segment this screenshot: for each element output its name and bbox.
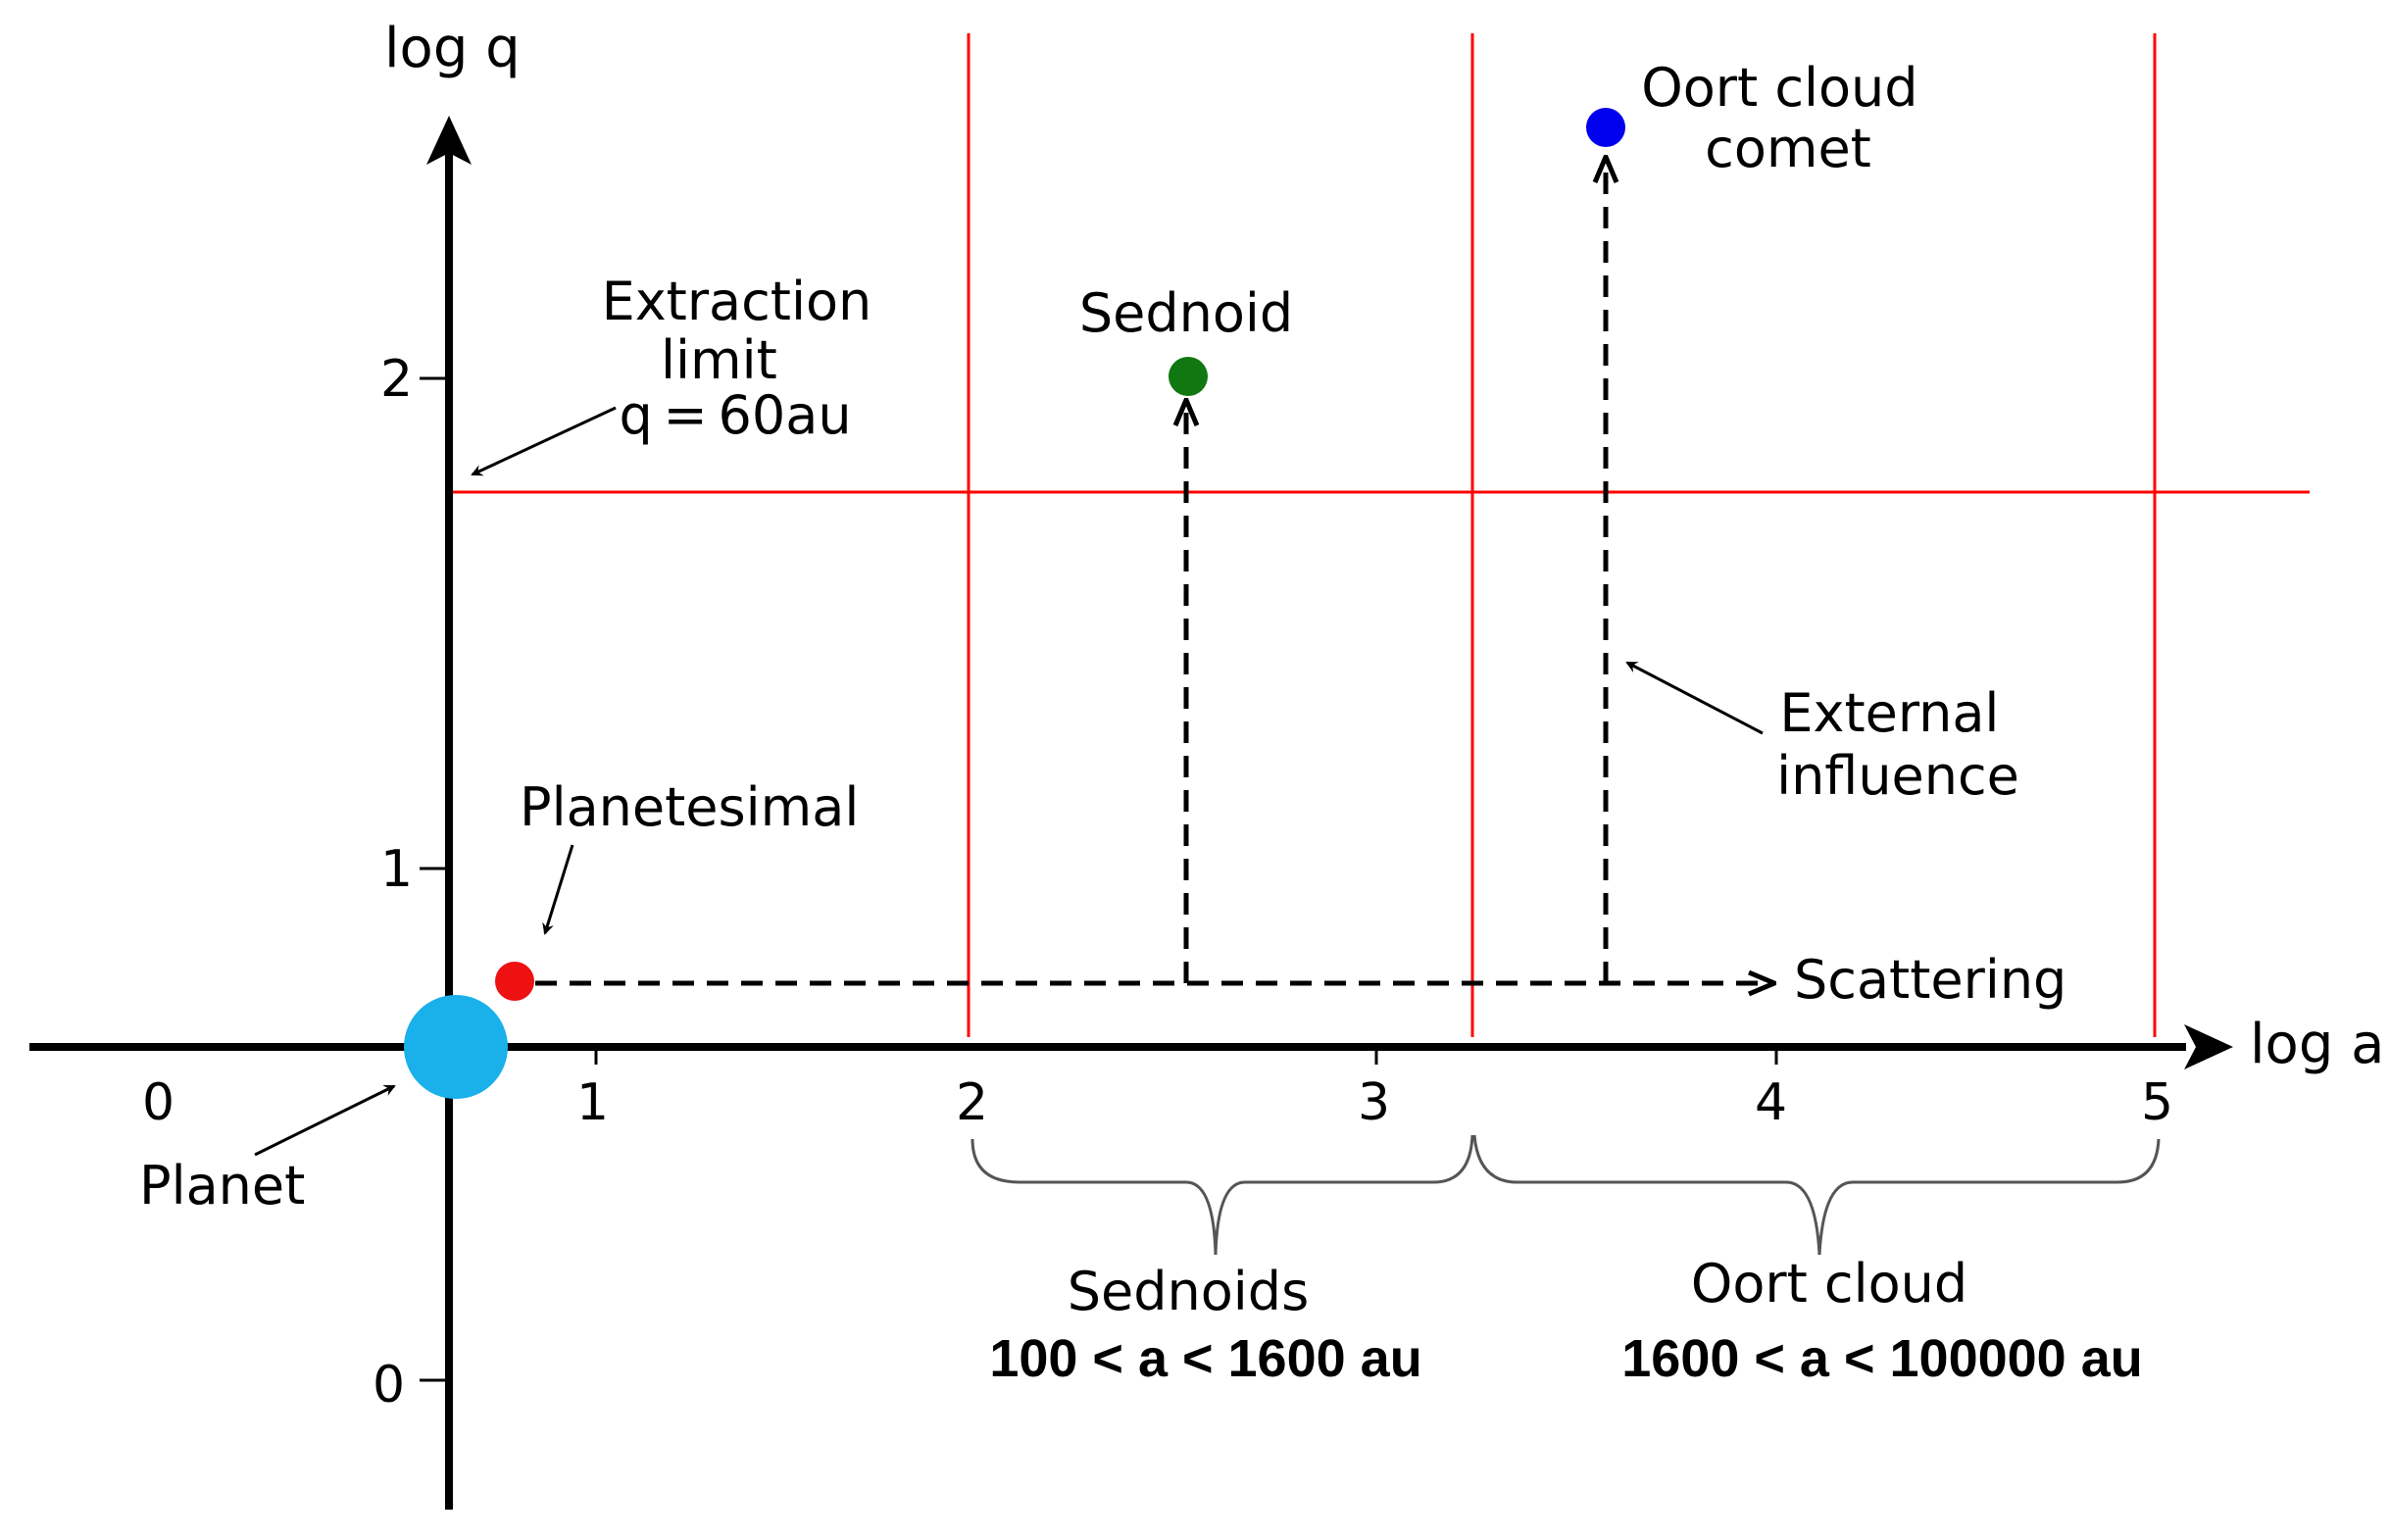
planetesimal-label: Planetesimal	[520, 776, 859, 838]
x-axis-label: log a	[2250, 1013, 2384, 1076]
oort-comet-label: Oort cloud comet	[1641, 57, 1935, 179]
external-influence-label: External influence	[1776, 682, 2019, 807]
y-tick-label: 2	[380, 350, 413, 409]
sednoids-range-label: Sednoids	[1068, 1261, 1309, 1322]
sednoids-brace	[971, 1134, 1474, 1256]
x-axis-arrow-icon	[2184, 1024, 2233, 1069]
oort-cloud-brace	[1472, 1134, 2161, 1256]
planet-label: Planet	[139, 1155, 305, 1217]
y-axis-label: log q	[384, 17, 521, 80]
y-tick-label: 0	[373, 1356, 405, 1415]
sednoid-label: Sednoid	[1079, 282, 1293, 344]
y-tick-label: 1	[380, 840, 413, 899]
planet-pointer	[254, 1084, 396, 1157]
x-tick-label: 4	[1755, 1073, 1787, 1132]
planet-marker	[404, 995, 508, 1099]
sednoid-marker	[1169, 357, 1208, 396]
sednoids-range-value: 100 < a < 1600 au	[989, 1329, 1421, 1388]
oort-comet-marker	[1586, 108, 1625, 147]
extraction-limit-label: Extraction limit q = 60au	[602, 271, 889, 446]
external-influence-pointer	[1625, 661, 1764, 735]
tick-marks	[420, 376, 1778, 1382]
planetesimal-marker	[495, 962, 534, 1001]
oort-range-value: 1600 < a < 100000 au	[1621, 1329, 2142, 1388]
extraction-pointer	[471, 406, 617, 476]
y-axis-arrow-icon	[426, 116, 472, 165]
range-braces	[971, 1134, 2161, 1256]
x-tick-label: 5	[2141, 1073, 2173, 1132]
pointer-arrows	[254, 406, 1764, 1157]
x-tick-label: 0	[142, 1073, 174, 1132]
oort-range-label: Oort cloud	[1691, 1253, 1967, 1315]
x-tick-label: 2	[956, 1073, 988, 1132]
boundary-lines	[451, 33, 2310, 1037]
x-tick-label: 1	[576, 1073, 609, 1132]
x-tick-label: 3	[1358, 1073, 1390, 1132]
evolution-paths	[535, 159, 1772, 983]
scattering-label: Scattering	[1794, 949, 2066, 1011]
planetesimal-pointer	[542, 844, 574, 935]
